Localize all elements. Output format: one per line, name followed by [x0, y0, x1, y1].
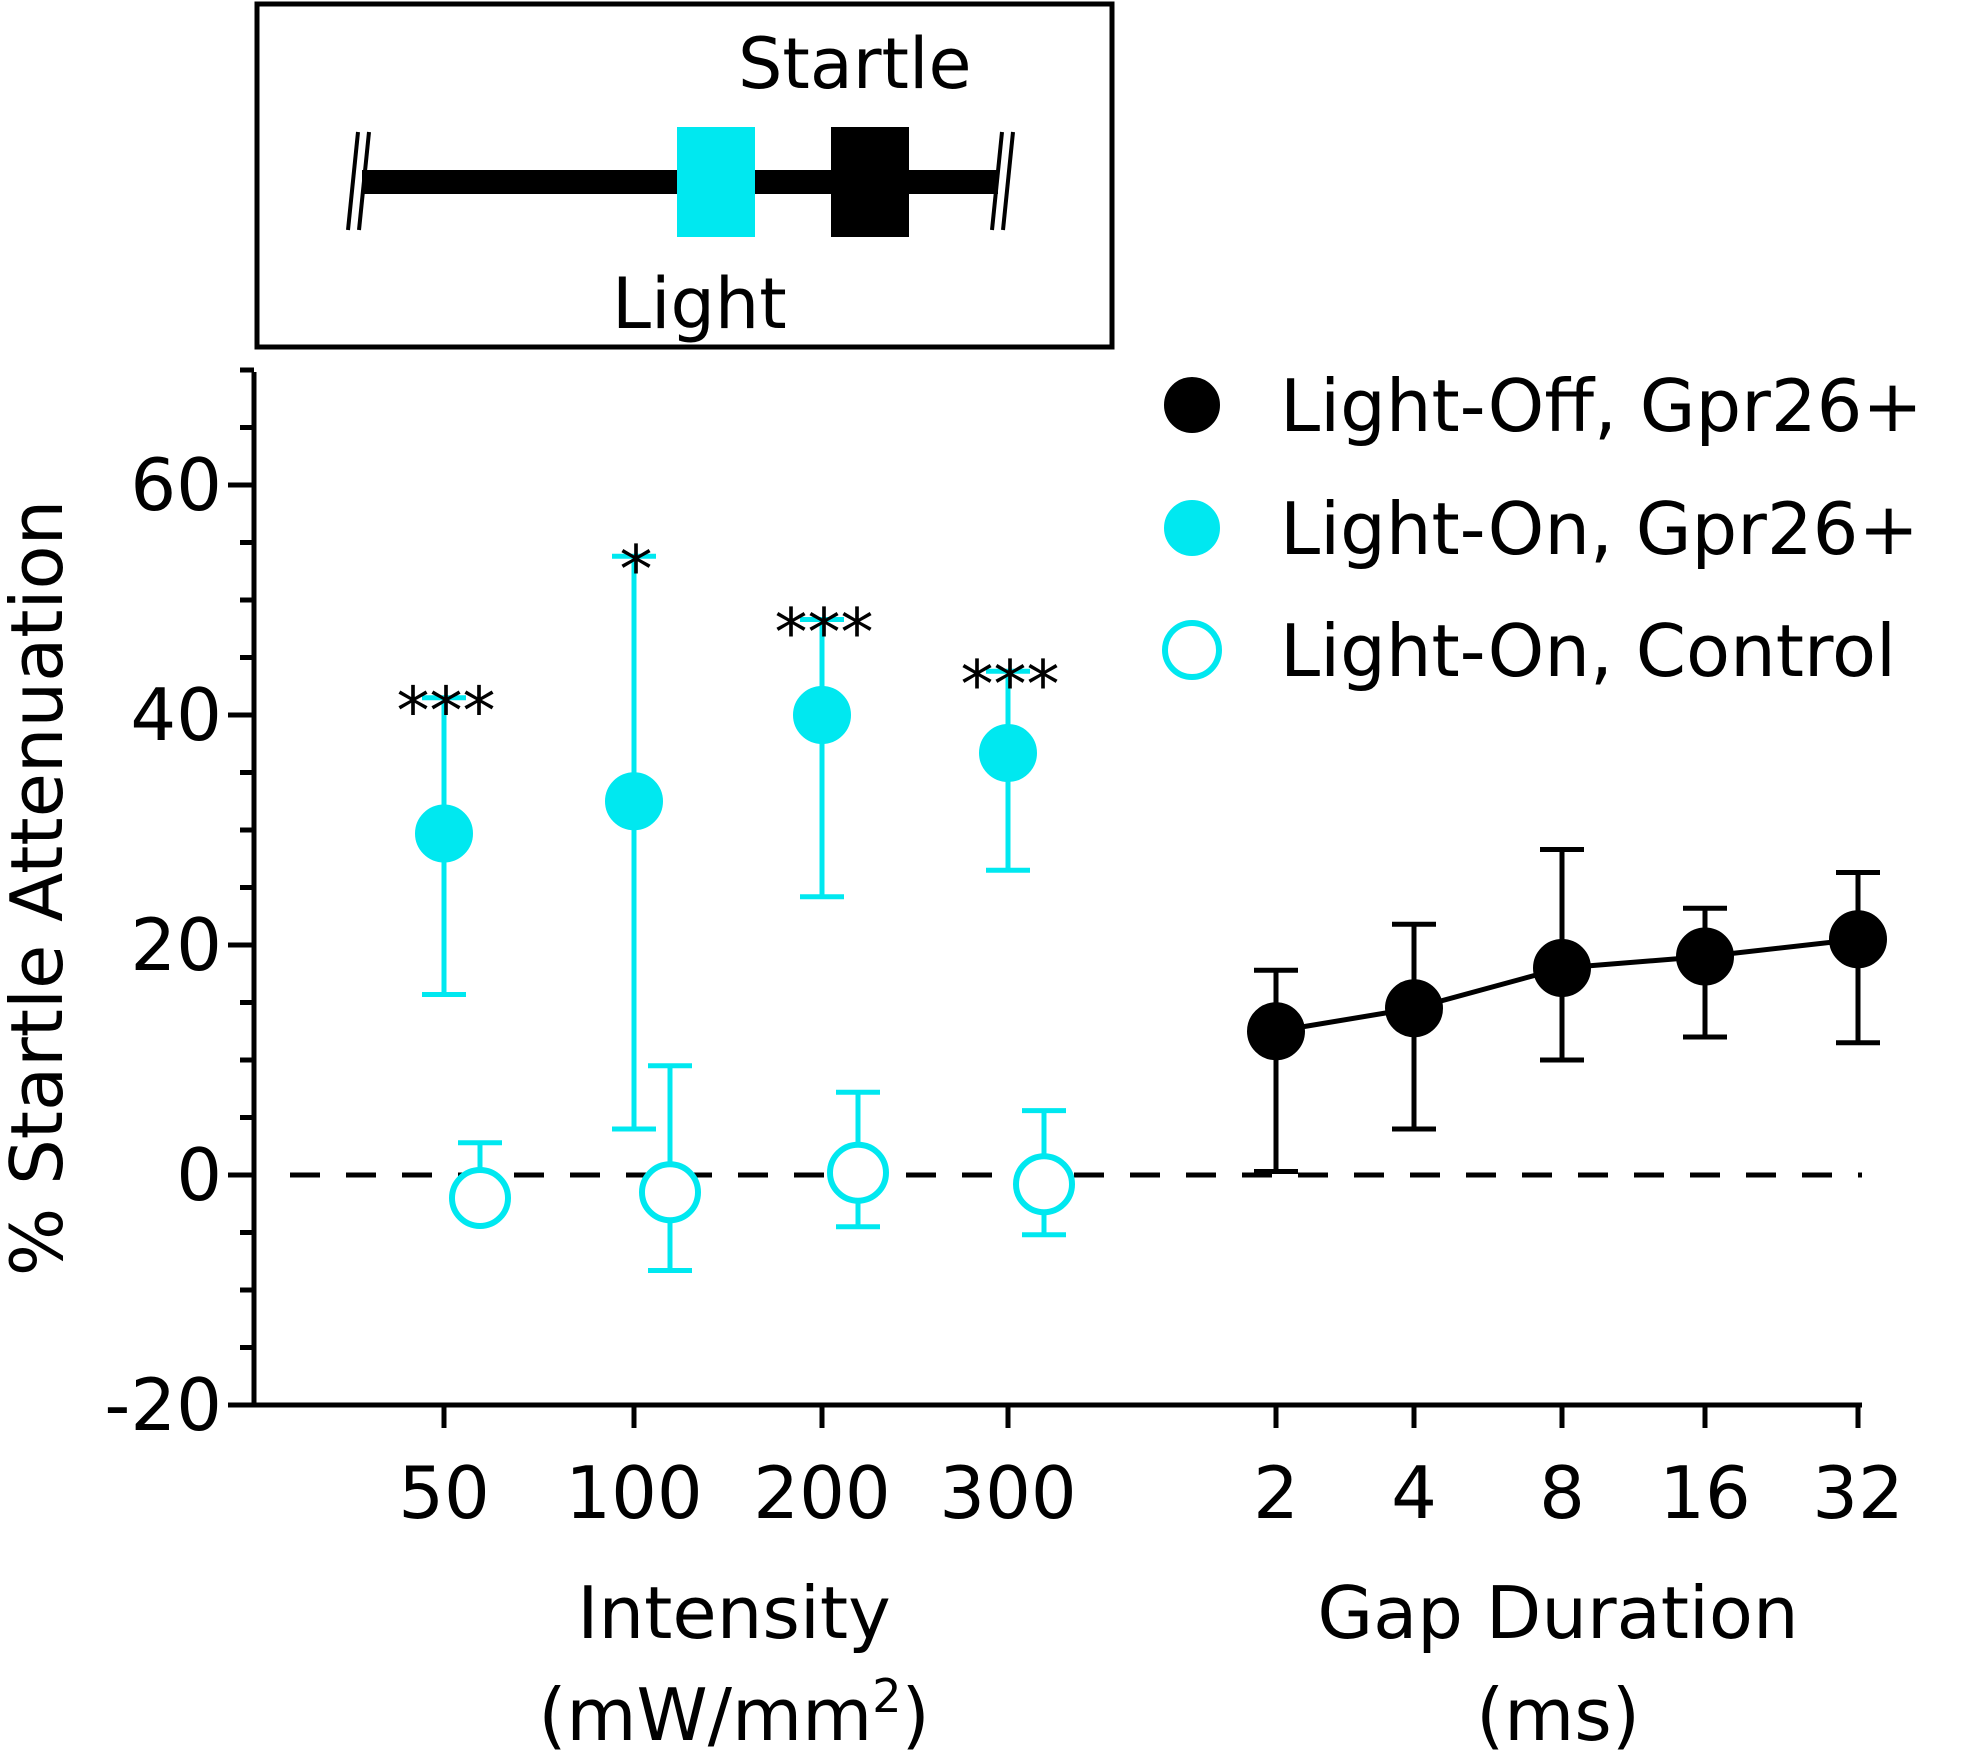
data-point — [1385, 979, 1443, 1038]
y-tick-label: 60 — [130, 443, 222, 527]
data-point — [793, 686, 851, 744]
inset-startle-label: Startle — [738, 23, 972, 105]
legend-marker — [1162, 620, 1222, 680]
data-point — [415, 804, 473, 863]
y-axis-title: % Startle Attenuation — [0, 500, 79, 1276]
legend-label: Light-Off, Gpr26+ — [1280, 364, 1923, 448]
significance-marker: *** — [961, 646, 1060, 723]
legend: Light-Off, Gpr26+ Light-On, Gpr26+ Light-O… — [1162, 364, 1923, 693]
inset-break-left-a — [346, 131, 360, 231]
inset-break-right-a — [990, 131, 1004, 231]
inset-break-right-b — [1001, 131, 1015, 231]
plot-area: ********** — [397, 531, 1887, 1273]
x-tick-label: 300 — [939, 1451, 1076, 1535]
data-point — [827, 1141, 889, 1204]
significance-marker: *** — [397, 673, 496, 750]
inset-light-label: Light — [612, 263, 787, 345]
data-point — [979, 723, 1037, 782]
data-point — [1013, 1153, 1075, 1216]
data-point — [449, 1167, 511, 1229]
x-tick-label: 100 — [565, 1451, 702, 1535]
series-light-on-control — [449, 1063, 1075, 1273]
inset-break-left-b — [357, 131, 371, 231]
inset-light-pulse — [677, 127, 755, 237]
axes: -20 0 20 40 60 50 100 200 300 2 4 8 16 32 — [104, 367, 1904, 1535]
data-point — [1676, 927, 1734, 986]
x-axis-unit-gap: (ms) — [1476, 1673, 1640, 1757]
y-tick-label: 40 — [130, 673, 222, 757]
x-tick-label: 4 — [1391, 1451, 1437, 1535]
series-light-off-gpr26- — [1247, 847, 1887, 1175]
y-tick-label: -20 — [104, 1363, 222, 1447]
inset-startle-pulse — [831, 127, 909, 237]
data-point — [639, 1161, 701, 1224]
series-light-on-gpr26-: ********** — [397, 531, 1060, 1132]
legend-marker — [1164, 377, 1220, 433]
x-axis-unit-intensity: (mW/mm2) — [538, 1669, 929, 1757]
data-point — [1829, 910, 1887, 969]
data-point — [605, 772, 663, 831]
x-tick-label: 50 — [398, 1451, 490, 1535]
significance-marker: * — [620, 531, 653, 608]
x-tick-label: 200 — [753, 1451, 890, 1535]
stimulus-inset: Startle Light — [254, 1, 1115, 350]
x-tick-label: 8 — [1539, 1451, 1585, 1535]
x-tick-label: 2 — [1253, 1451, 1299, 1535]
legend-label: Light-On, Gpr26+ — [1280, 487, 1919, 571]
significance-marker: *** — [775, 595, 874, 672]
x-axis-title-intensity: Intensity — [577, 1571, 890, 1655]
data-point — [1533, 939, 1591, 997]
x-tick-label: 16 — [1659, 1451, 1751, 1535]
data-point — [1247, 1002, 1305, 1061]
legend-label: Light-On, Control — [1280, 609, 1896, 693]
x-axis-title-gap: Gap Duration — [1317, 1571, 1798, 1655]
y-tick-label: 0 — [176, 1133, 222, 1217]
legend-marker — [1164, 500, 1220, 556]
inset-frame — [254, 1, 1115, 350]
x-tick-label: 32 — [1812, 1451, 1904, 1535]
y-tick-label: 20 — [130, 903, 222, 987]
